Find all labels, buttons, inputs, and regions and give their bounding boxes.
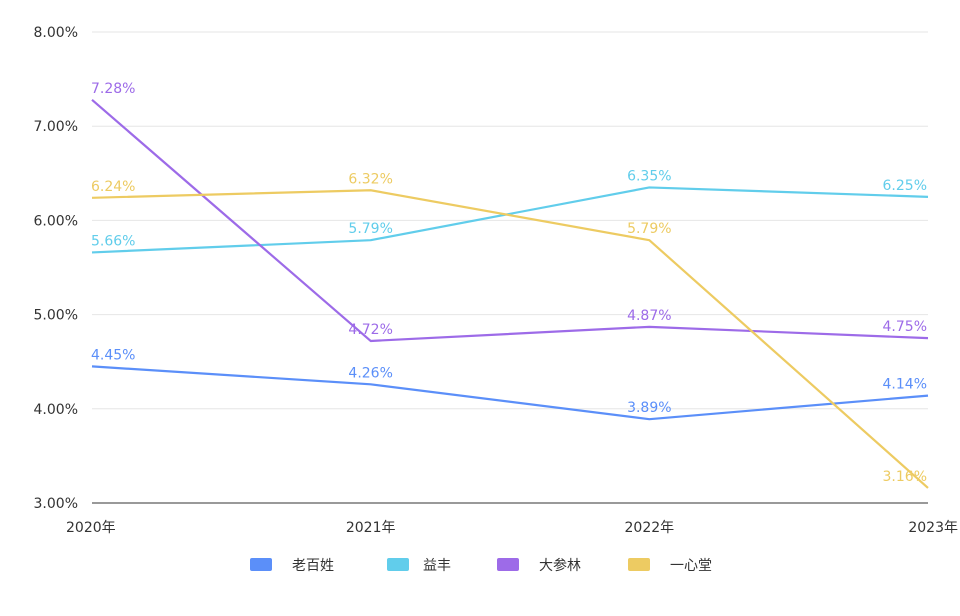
y-tick-label: 6.00% <box>34 213 78 229</box>
data-label: 4.72% <box>348 322 392 338</box>
y-tick-label: 8.00% <box>34 25 78 41</box>
legend-label: 益丰 <box>423 558 451 574</box>
legend-label: 一心堂 <box>670 558 712 574</box>
legend-label: 老百姓 <box>292 558 334 574</box>
y-axis: 3.00% 4.00% 5.00% 6.00% 7.00% 8.00% <box>34 25 78 512</box>
data-label: 4.87% <box>627 308 671 324</box>
legend-swatch <box>387 558 409 571</box>
y-tick-label: 3.00% <box>34 496 78 512</box>
legend-swatch <box>628 558 650 571</box>
data-label: 4.75% <box>883 319 927 335</box>
legend: 老百姓 益丰 大参林 一心堂 <box>250 557 712 574</box>
data-label: 4.26% <box>348 365 392 381</box>
series-lines <box>91 98 929 489</box>
x-tick-label: 2021年 <box>346 520 396 536</box>
data-label: 6.25% <box>883 178 927 194</box>
y-tick-label: 5.00% <box>34 308 78 324</box>
gridlines <box>92 31 928 504</box>
x-tick-label: 2022年 <box>625 520 675 536</box>
legend-swatch <box>497 558 519 571</box>
data-label: 5.79% <box>348 221 392 237</box>
data-label: 4.14% <box>883 377 927 393</box>
data-label: 5.66% <box>91 233 135 249</box>
x-axis: 2020年 2021年 2022年 2023年 <box>66 520 958 536</box>
data-label: 3.89% <box>627 400 671 416</box>
data-label: 3.16% <box>883 469 927 485</box>
legend-swatch <box>250 558 272 571</box>
data-label: 7.28% <box>91 81 135 97</box>
legend-label: 大参林 <box>539 557 581 574</box>
data-label: 6.35% <box>627 168 671 184</box>
legend-item[interactable]: 老百姓 <box>250 558 334 574</box>
legend-item[interactable]: 益丰 <box>387 558 451 574</box>
x-tick-label: 2023年 <box>908 520 958 536</box>
y-tick-label: 4.00% <box>34 402 78 418</box>
data-label: 6.32% <box>348 171 392 187</box>
x-tick-label: 2020年 <box>66 520 116 536</box>
series-line <box>91 98 929 343</box>
data-label: 6.24% <box>91 179 135 195</box>
data-labels: 4.45% 4.26% 3.89% 4.14% 5.66% 5.79% 6.35% 6.25%… <box>91 81 927 485</box>
series-line <box>91 189 929 489</box>
legend-item[interactable]: 大参林 <box>497 557 581 574</box>
data-label: 5.79% <box>627 221 671 237</box>
series-line <box>91 186 929 254</box>
y-tick-label: 7.00% <box>34 119 78 135</box>
data-label: 4.45% <box>91 347 135 363</box>
series-line <box>91 365 929 421</box>
legend-item[interactable]: 一心堂 <box>628 558 712 574</box>
